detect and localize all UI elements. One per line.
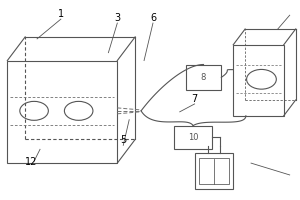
Text: 3: 3 bbox=[114, 13, 121, 23]
Bar bbox=[186, 64, 221, 90]
Text: 12: 12 bbox=[25, 157, 38, 167]
Text: 6: 6 bbox=[150, 13, 156, 23]
Text: 10: 10 bbox=[188, 133, 198, 142]
Bar bbox=[7, 61, 117, 163]
Bar bbox=[195, 153, 233, 189]
Bar bbox=[174, 126, 212, 149]
Bar bbox=[233, 45, 284, 116]
Bar bbox=[199, 158, 229, 184]
Text: 1: 1 bbox=[58, 9, 64, 19]
Text: 8: 8 bbox=[201, 73, 206, 82]
Text: 7: 7 bbox=[192, 94, 198, 104]
Text: 5: 5 bbox=[120, 135, 127, 145]
